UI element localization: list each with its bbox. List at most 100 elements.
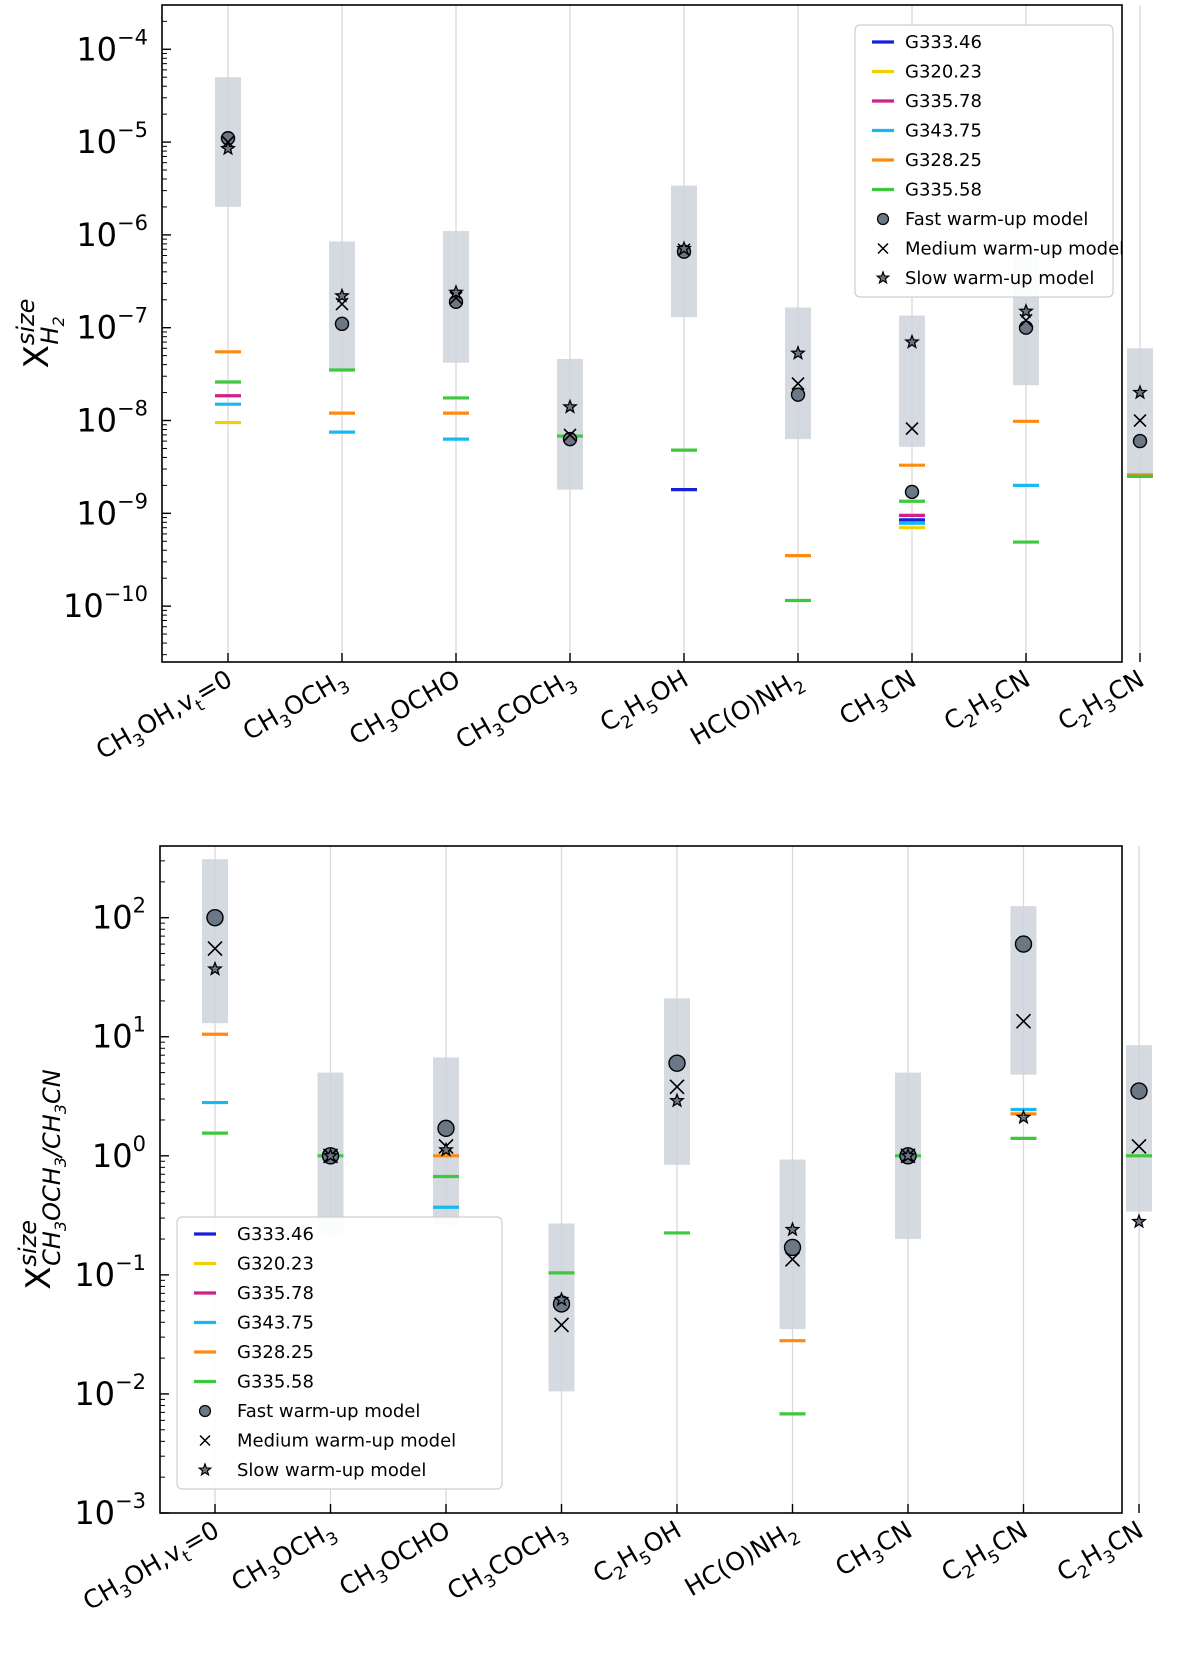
text-span: 3 bbox=[51, 1221, 70, 1231]
category-label: HC(O)NH2 bbox=[680, 1515, 805, 1607]
text-span: H bbox=[36, 327, 64, 345]
range-box bbox=[1127, 348, 1153, 477]
text-span: COCH bbox=[483, 1520, 561, 1582]
category-label: C2H5OH bbox=[595, 664, 696, 743]
legend-label: Slow warm-up model bbox=[237, 1460, 426, 1481]
text-span: −4 bbox=[117, 25, 148, 49]
slow-model-marker bbox=[790, 344, 806, 361]
legend: G333.46 G320.23 G335.78 G343.75 G328.25 G335.… bbox=[854, 24, 1124, 298]
legend-label: G328.25 bbox=[237, 1342, 314, 1363]
legend-frame bbox=[854, 24, 1114, 298]
range-box bbox=[557, 359, 583, 490]
text-span: 2 bbox=[49, 316, 68, 326]
medium-model-marker bbox=[1133, 413, 1147, 428]
legend-label: G343.75 bbox=[905, 121, 982, 142]
category-label: CH3OCHO bbox=[344, 664, 468, 756]
legend-label: G320.23 bbox=[237, 1254, 314, 1275]
fast-model-marker bbox=[206, 908, 224, 927]
text-span: CH bbox=[442, 1563, 488, 1606]
legend-frame bbox=[176, 1216, 503, 1490]
text-span: CH bbox=[91, 722, 137, 765]
text-span: CH bbox=[238, 703, 284, 746]
text-span: 1 bbox=[133, 1013, 146, 1037]
axes-frame bbox=[161, 4, 1123, 663]
legend-fast-marker bbox=[876, 212, 890, 226]
text-span: OCH bbox=[279, 669, 342, 722]
slow-model-marker bbox=[900, 1147, 916, 1163]
y-tick-label: 10−8 bbox=[76, 397, 148, 440]
fast-model-marker bbox=[1018, 320, 1034, 335]
legend-label: G333.46 bbox=[905, 32, 982, 53]
category-label: C2H3CN bbox=[1053, 664, 1152, 741]
range-box bbox=[202, 859, 228, 1024]
slow-model-marker bbox=[669, 1092, 685, 1108]
text-span: CH bbox=[834, 688, 880, 731]
text-span: 10 bbox=[92, 899, 133, 937]
text-span: /CH bbox=[38, 1114, 66, 1159]
medium-model-marker bbox=[553, 1317, 570, 1333]
text-span: 0 bbox=[133, 1132, 146, 1156]
text-span: OCHO bbox=[375, 1515, 455, 1578]
text-span: size bbox=[12, 299, 40, 346]
category-label: C2H5CN bbox=[939, 664, 1038, 741]
text-span: OCH bbox=[38, 1167, 66, 1221]
text-span: HC(O)NH bbox=[680, 1520, 792, 1602]
slow-model-marker bbox=[322, 1147, 339, 1163]
category-label: HC(O)NH2 bbox=[685, 664, 810, 756]
legend-fast-marker bbox=[198, 1404, 212, 1418]
text-span: size bbox=[14, 1220, 42, 1267]
medium-model-marker bbox=[669, 1079, 685, 1095]
y-axis-label: XsizeCH3OCH3/CH3CN bbox=[14, 1069, 70, 1290]
text-span: 10 bbox=[92, 1018, 133, 1056]
y-tick-label: 100 bbox=[92, 1132, 146, 1175]
fast-model-marker bbox=[668, 1054, 686, 1072]
text-span: CH bbox=[830, 1539, 876, 1582]
legend-label: G333.46 bbox=[237, 1224, 314, 1245]
fast-model-marker bbox=[562, 431, 578, 447]
category-label: CH3OCH3 bbox=[238, 664, 354, 751]
slow-model-marker bbox=[784, 1221, 801, 1237]
text-span: −1 bbox=[115, 1251, 146, 1275]
slow-model-marker bbox=[1018, 302, 1034, 319]
slow-model-marker bbox=[1131, 1213, 1147, 1229]
range-box bbox=[1126, 1045, 1152, 1212]
medium-model-marker bbox=[791, 377, 805, 391]
chart-panel-top: 10−1010−910−810−710−610−510−4CH3OH,vt=0C… bbox=[12, 4, 1153, 765]
fast-model-marker bbox=[1130, 1082, 1148, 1100]
category-label: C2H5OH bbox=[588, 1515, 689, 1594]
text-span: 10 bbox=[74, 1256, 115, 1294]
medium-model-marker bbox=[1131, 1138, 1147, 1154]
fast-model-marker bbox=[1132, 433, 1148, 449]
category-label: CH3COCH3 bbox=[442, 1515, 573, 1611]
category-label: C2H3CN bbox=[1052, 1515, 1151, 1592]
text-span: 10 bbox=[76, 494, 117, 532]
category-label: C2H5CN bbox=[936, 1515, 1035, 1592]
y-tick-label: 10−6 bbox=[76, 211, 148, 254]
legend-label: Medium warm-up model bbox=[237, 1431, 456, 1452]
legend: G333.46 G320.23 G335.78 G343.75 G328.25 G335.… bbox=[176, 1216, 503, 1490]
legend-medium-marker bbox=[877, 242, 889, 255]
fast-model-marker bbox=[904, 484, 920, 500]
text-span: −9 bbox=[117, 489, 148, 513]
legend-slow-marker bbox=[197, 1462, 213, 1477]
medium-model-marker bbox=[563, 428, 577, 442]
text-span: 10 bbox=[63, 587, 104, 625]
y-axis-label: XsizeH2 bbox=[12, 299, 68, 369]
medium-model-marker bbox=[784, 1251, 801, 1267]
text-span: 3 bbox=[51, 1104, 70, 1114]
text-span: 10 bbox=[74, 1494, 115, 1532]
text-span: OH,v bbox=[119, 1537, 187, 1593]
text-span: OCHO bbox=[385, 664, 465, 727]
legend-label: G335.58 bbox=[905, 180, 982, 201]
slow-model-marker bbox=[438, 1141, 454, 1157]
fast-model-marker bbox=[1014, 935, 1033, 953]
text-span: OCH bbox=[267, 1520, 330, 1573]
text-span: 10 bbox=[76, 402, 117, 440]
slow-model-marker bbox=[562, 398, 578, 414]
fast-model-marker bbox=[790, 387, 806, 402]
legend-label: G328.25 bbox=[905, 150, 982, 171]
text-span: 3 bbox=[51, 1157, 70, 1167]
text-span: −2 bbox=[115, 1370, 146, 1394]
slow-model-marker bbox=[207, 960, 223, 976]
legend-label: Slow warm-up model bbox=[905, 268, 1094, 289]
